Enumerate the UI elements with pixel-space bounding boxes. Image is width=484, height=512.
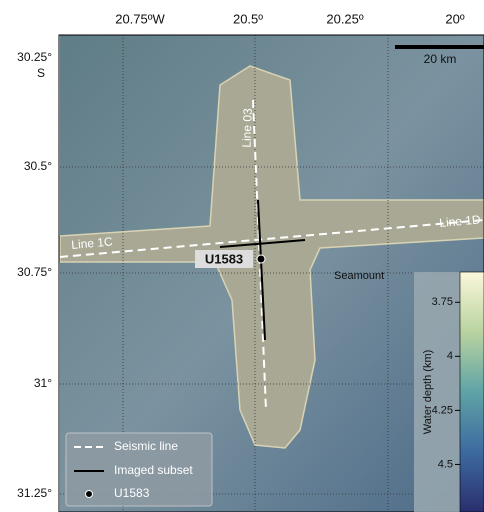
lon-label: 20.25º xyxy=(326,11,364,26)
site-label: U1583 xyxy=(205,251,243,266)
colorbar-tick-label: 4.25 xyxy=(432,404,453,416)
colorbar-label: Water depth (km) xyxy=(422,350,434,435)
lon-labels: 20.75ºW 20.5º 20.25º 20º xyxy=(115,11,465,26)
site-marker xyxy=(257,255,265,263)
colorbar-tick-label: 3.75 xyxy=(432,296,453,308)
lon-label: 20.75ºW xyxy=(115,11,165,26)
legend-label: Seismic line xyxy=(114,439,178,453)
legend-symbol xyxy=(86,491,93,498)
lat-label: 30.25° xyxy=(17,50,52,64)
seamount-label: Seamount xyxy=(334,270,384,282)
colorbar-tick-label: 4.5 xyxy=(438,458,453,470)
lon-label: 20.5º xyxy=(233,11,263,26)
lat-label: 30.75° xyxy=(17,265,52,279)
page: U1583 Seamount Line 03 Line 1C Line 1D 2… xyxy=(0,0,484,512)
lat-labels: 30.25° S 30.5° 30.75° 31° 31.25° xyxy=(17,50,52,500)
lat-label: 30.5° xyxy=(24,159,52,173)
scale-bar-label: 20 km xyxy=(424,52,457,66)
map: U1583 Seamount Line 03 Line 1C Line 1D 2… xyxy=(0,0,484,512)
lat-hemisphere: S xyxy=(37,66,45,80)
lat-label: 31° xyxy=(34,376,52,390)
colorbar xyxy=(460,272,484,512)
lat-label: 31.25° xyxy=(17,486,52,500)
line-label: Line 03 xyxy=(239,108,254,148)
legend-label: Imaged subset xyxy=(114,463,193,477)
lon-label: 20º xyxy=(445,11,464,26)
legend-label: U1583 xyxy=(114,486,150,500)
colorbar-tick-label: 4 xyxy=(447,350,453,362)
